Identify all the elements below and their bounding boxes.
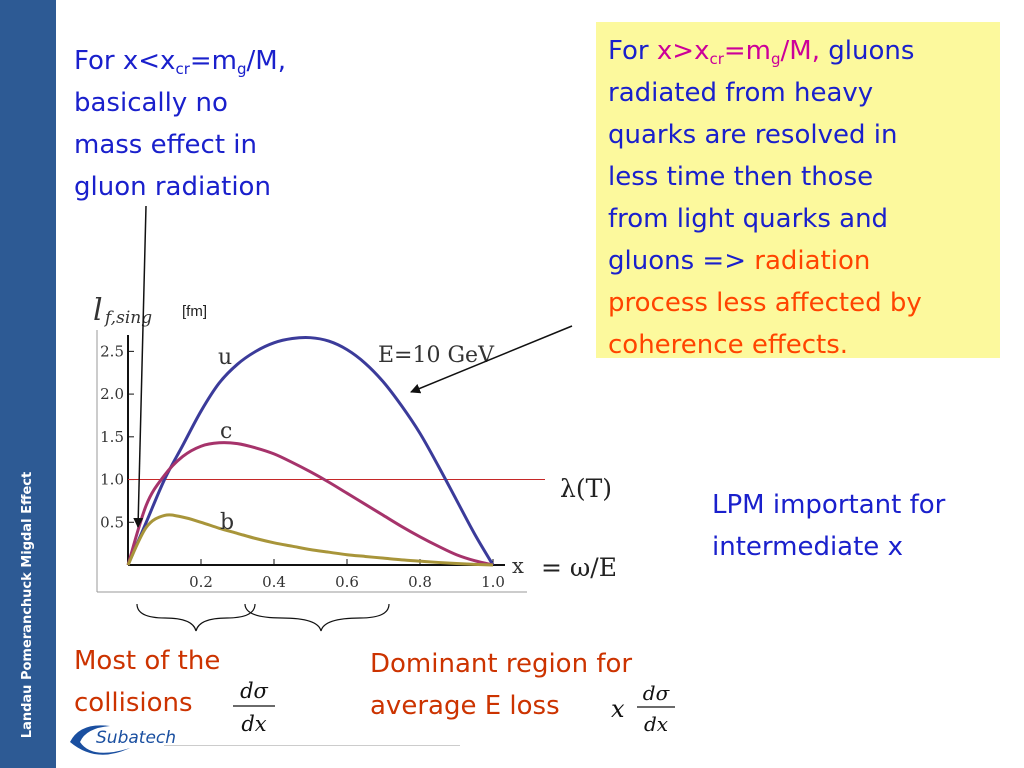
x-tick-labels: 0.2 0.4 0.6 0.8 1.0 (189, 573, 505, 591)
dominant-note-line2: average E loss (370, 691, 560, 721)
most-collisions-note: Most of the collisions (74, 640, 284, 724)
series-label-u: u (218, 345, 232, 370)
y-tick-label: 2.5 (100, 342, 124, 360)
formula-dom-num: dσ (643, 681, 671, 705)
note-box-line2: radiated from heavy (608, 78, 874, 108)
arrow-to-high-x (410, 325, 573, 394)
dominant-note-line1: Dominant region for (370, 649, 633, 679)
footer-divider (164, 745, 460, 746)
x-axis-label-eq: = ω/E (541, 553, 617, 582)
formula-most-num: dσ (240, 679, 268, 703)
series-lines (126, 336, 495, 567)
y-tick-label: 0.5 (100, 513, 124, 531)
formula-x-dsigma-dx: x dσ dx (611, 681, 675, 736)
logo-text: Subatech (96, 728, 177, 748)
y-tick-labels: 0.5 1.0 1.5 2.0 2.5 (100, 342, 124, 531)
series-line-b (126, 513, 494, 567)
series-label-b: b (220, 510, 234, 535)
y-tick-label: 2.0 (100, 385, 124, 403)
formula-dom-x: x (611, 695, 625, 723)
y-tick-label: 1.0 (100, 471, 124, 489)
x-axis-label: x (512, 554, 524, 578)
lambda-label: λ(T) (560, 474, 612, 503)
formula-dsigma-dx: dσ dx (233, 679, 275, 736)
note-left: For x<xcr=mg/M, basically no mass effect… (74, 40, 374, 208)
logo-swoosh-icon (70, 725, 130, 755)
y-axis-label-sub: f,sing (103, 308, 152, 328)
note-box-text: For x>xcr=mg/M, gluons radiated from hea… (608, 30, 998, 366)
x-tick-label: 0.4 (262, 573, 286, 591)
note-left-line3: mass effect in (74, 130, 257, 160)
note-box-line5: from light quarks and (608, 204, 889, 234)
x-tick-label: 1.0 (481, 573, 505, 591)
x-tick-label: 0.6 (335, 573, 359, 591)
lpm-note-line1: LPM important for (712, 490, 946, 520)
arrow-to-low-x (133, 205, 147, 528)
note-left-line4: gluon radiation (74, 172, 271, 202)
series-line-u (126, 336, 495, 566)
most-note-line1: Most of the (74, 646, 221, 676)
logo: Subatech (66, 714, 266, 758)
y-tick-label: 1.5 (100, 428, 124, 446)
most-note-line2: collisions (74, 688, 193, 718)
note-box-line8: coherence effects. (608, 330, 849, 360)
energy-label: E=10 GeV (378, 343, 495, 368)
y-axis-label: l (93, 293, 103, 328)
y-axis-unit: [fm] (182, 303, 207, 320)
note-left-line2: basically no (74, 88, 228, 118)
formula-most-den: dx (241, 712, 266, 736)
note-box-line3: quarks are resolved in (608, 120, 898, 150)
lpm-note: LPM important for intermediate x (712, 484, 1012, 568)
dominant-region-note: Dominant region for average E loss (370, 643, 690, 727)
x-tick-label: 0.2 (189, 573, 213, 591)
note-box-line7: process less affected by (608, 288, 922, 318)
note-box-line4: less time then those (608, 162, 874, 192)
note-box-line1: For x>xcr=mg/M, gluons (608, 36, 915, 68)
series-label-c: c (220, 419, 232, 444)
series-line-c (126, 441, 494, 567)
sidebar: Landau Pomeranchuck Migdal Effect (0, 0, 56, 768)
brace-most-collisions (136, 603, 256, 632)
brace-dominant-region (244, 603, 390, 632)
lpm-note-line2: intermediate x (712, 532, 903, 562)
x-tick-label: 0.8 (408, 573, 432, 591)
note-box-line6: gluons => radiation (608, 246, 871, 276)
note-left-line1: For x<xcr=mg/M, (74, 46, 286, 78)
note-box-heavy-quarks: For x>xcr=mg/M, gluons radiated from hea… (596, 22, 1000, 360)
formula-dom-den: dx (644, 712, 668, 736)
